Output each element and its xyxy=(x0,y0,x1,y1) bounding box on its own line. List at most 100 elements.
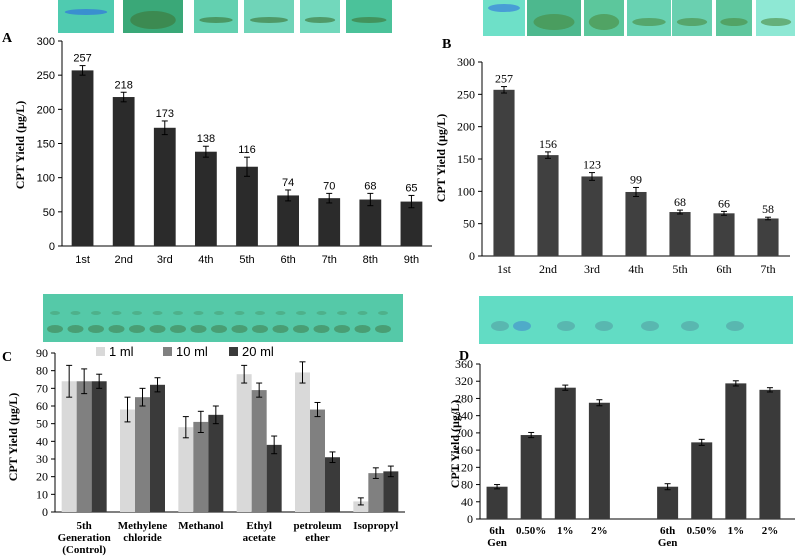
bar xyxy=(520,435,542,519)
tlc-band-a xyxy=(130,11,176,29)
x-tick-label: Methanol xyxy=(178,520,223,532)
bar xyxy=(193,421,209,512)
tlc-spot-c xyxy=(67,325,84,333)
bar xyxy=(71,70,94,246)
y-tick-label: 40 xyxy=(461,495,473,509)
panel-label-c: C xyxy=(2,350,12,365)
tlc-band-b xyxy=(676,18,708,26)
tlc-spot-c xyxy=(108,325,125,333)
tlc-spot-d xyxy=(681,321,699,331)
bar xyxy=(757,218,779,256)
x-tick-label: 3rd xyxy=(157,254,173,266)
x-tick-label: 8th xyxy=(363,254,378,266)
tlc-lane-a xyxy=(194,0,238,33)
tlc-spot-c xyxy=(211,325,227,333)
bar xyxy=(178,427,194,512)
data-label: 123 xyxy=(583,158,601,172)
y-tick-label: 300 xyxy=(37,36,55,48)
bar xyxy=(251,390,267,512)
bar xyxy=(318,198,341,246)
panel-label-a: A xyxy=(2,31,13,46)
y-tick-label: 0 xyxy=(42,505,48,519)
x-tick-label: (Control) xyxy=(62,544,106,556)
tlc-spot-c xyxy=(50,311,60,315)
x-tick-label: 4th xyxy=(628,262,643,276)
y-tick-label: 150 xyxy=(457,152,475,166)
x-tick-label: 7th xyxy=(322,254,337,266)
tlc-spot-c xyxy=(173,311,183,315)
y-tick-label: 240 xyxy=(455,409,473,423)
bar xyxy=(669,212,691,256)
tlc-spot-c xyxy=(47,325,63,333)
x-tick-label: 1% xyxy=(728,525,745,537)
x-tick-label: chloride xyxy=(123,532,162,544)
tlc-lane-a xyxy=(58,0,114,33)
x-tick-label: 3rd xyxy=(584,262,600,276)
tlc-band-b xyxy=(488,4,520,12)
tlc-spot-d xyxy=(595,321,613,331)
bar xyxy=(588,402,610,519)
y-tick-label: 200 xyxy=(457,120,475,134)
y-tick-label: 40 xyxy=(36,434,48,448)
tlc-spot-c xyxy=(170,325,186,333)
x-tick-label: 5th xyxy=(77,520,92,532)
tlc-spot-c xyxy=(375,325,391,333)
data-label: 173 xyxy=(156,108,174,120)
y-tick-label: 100 xyxy=(457,184,475,198)
tlc-band-a xyxy=(304,17,336,23)
tlc-band-a xyxy=(199,17,233,23)
bar xyxy=(554,387,576,519)
tlc-spot-c xyxy=(316,311,327,315)
x-tick-label: 0.50% xyxy=(687,525,717,537)
x-tick-label: 4th xyxy=(198,254,213,266)
bar xyxy=(353,501,369,512)
x-tick-label: Generation xyxy=(58,532,111,544)
bar xyxy=(725,383,747,519)
bar xyxy=(112,97,135,247)
y-tick-label: 280 xyxy=(455,391,473,405)
bar xyxy=(61,381,77,512)
data-label: 257 xyxy=(73,53,91,65)
tlc-spot-c xyxy=(193,311,204,315)
tlc-spot-c xyxy=(275,311,286,315)
x-tick-label: 1% xyxy=(557,525,574,537)
y-tick-label: 0 xyxy=(469,249,475,263)
bar xyxy=(91,381,107,512)
y-tick-label: 20 xyxy=(36,470,48,484)
tlc-spot-c xyxy=(70,311,81,315)
bar xyxy=(76,381,92,512)
bar xyxy=(208,414,224,512)
tlc-strip-a xyxy=(58,0,392,33)
tlc-spot-d xyxy=(641,321,659,331)
tlc-spot-c xyxy=(132,311,142,315)
y-tick-label: 30 xyxy=(36,452,48,466)
x-tick-label: Gen xyxy=(658,537,678,549)
data-label: 68 xyxy=(674,195,686,209)
x-tick-label: Gen xyxy=(487,537,507,549)
tlc-spot-c xyxy=(272,325,289,333)
bar xyxy=(691,442,713,519)
x-tick-label: 6th xyxy=(280,254,295,266)
legend-swatch xyxy=(229,347,238,356)
bar xyxy=(493,89,515,256)
tlc-spot-c xyxy=(337,311,347,315)
x-tick-label: Isopropyl xyxy=(353,520,398,532)
tlc-spot-c xyxy=(149,325,166,333)
tlc-strip-c xyxy=(43,294,403,342)
tlc-spot-c xyxy=(357,311,368,315)
bar xyxy=(236,166,258,246)
data-label: 70 xyxy=(323,180,335,192)
data-label: 218 xyxy=(114,79,132,91)
bar xyxy=(759,389,781,519)
bar xyxy=(625,191,647,256)
x-tick-label: 2nd xyxy=(539,262,557,276)
data-label: 58 xyxy=(762,202,774,216)
y-axis-title-b: CPT Yield (µg/L) xyxy=(434,114,448,202)
y-tick-label: 200 xyxy=(37,104,55,116)
x-tick-label: 1st xyxy=(75,254,90,266)
tlc-lane-a xyxy=(346,0,392,33)
bar xyxy=(120,409,135,512)
chart-a: 0 50 100 150 200 250 300 257 1st 218 2nd 173 3rd 138 4… xyxy=(37,36,432,266)
